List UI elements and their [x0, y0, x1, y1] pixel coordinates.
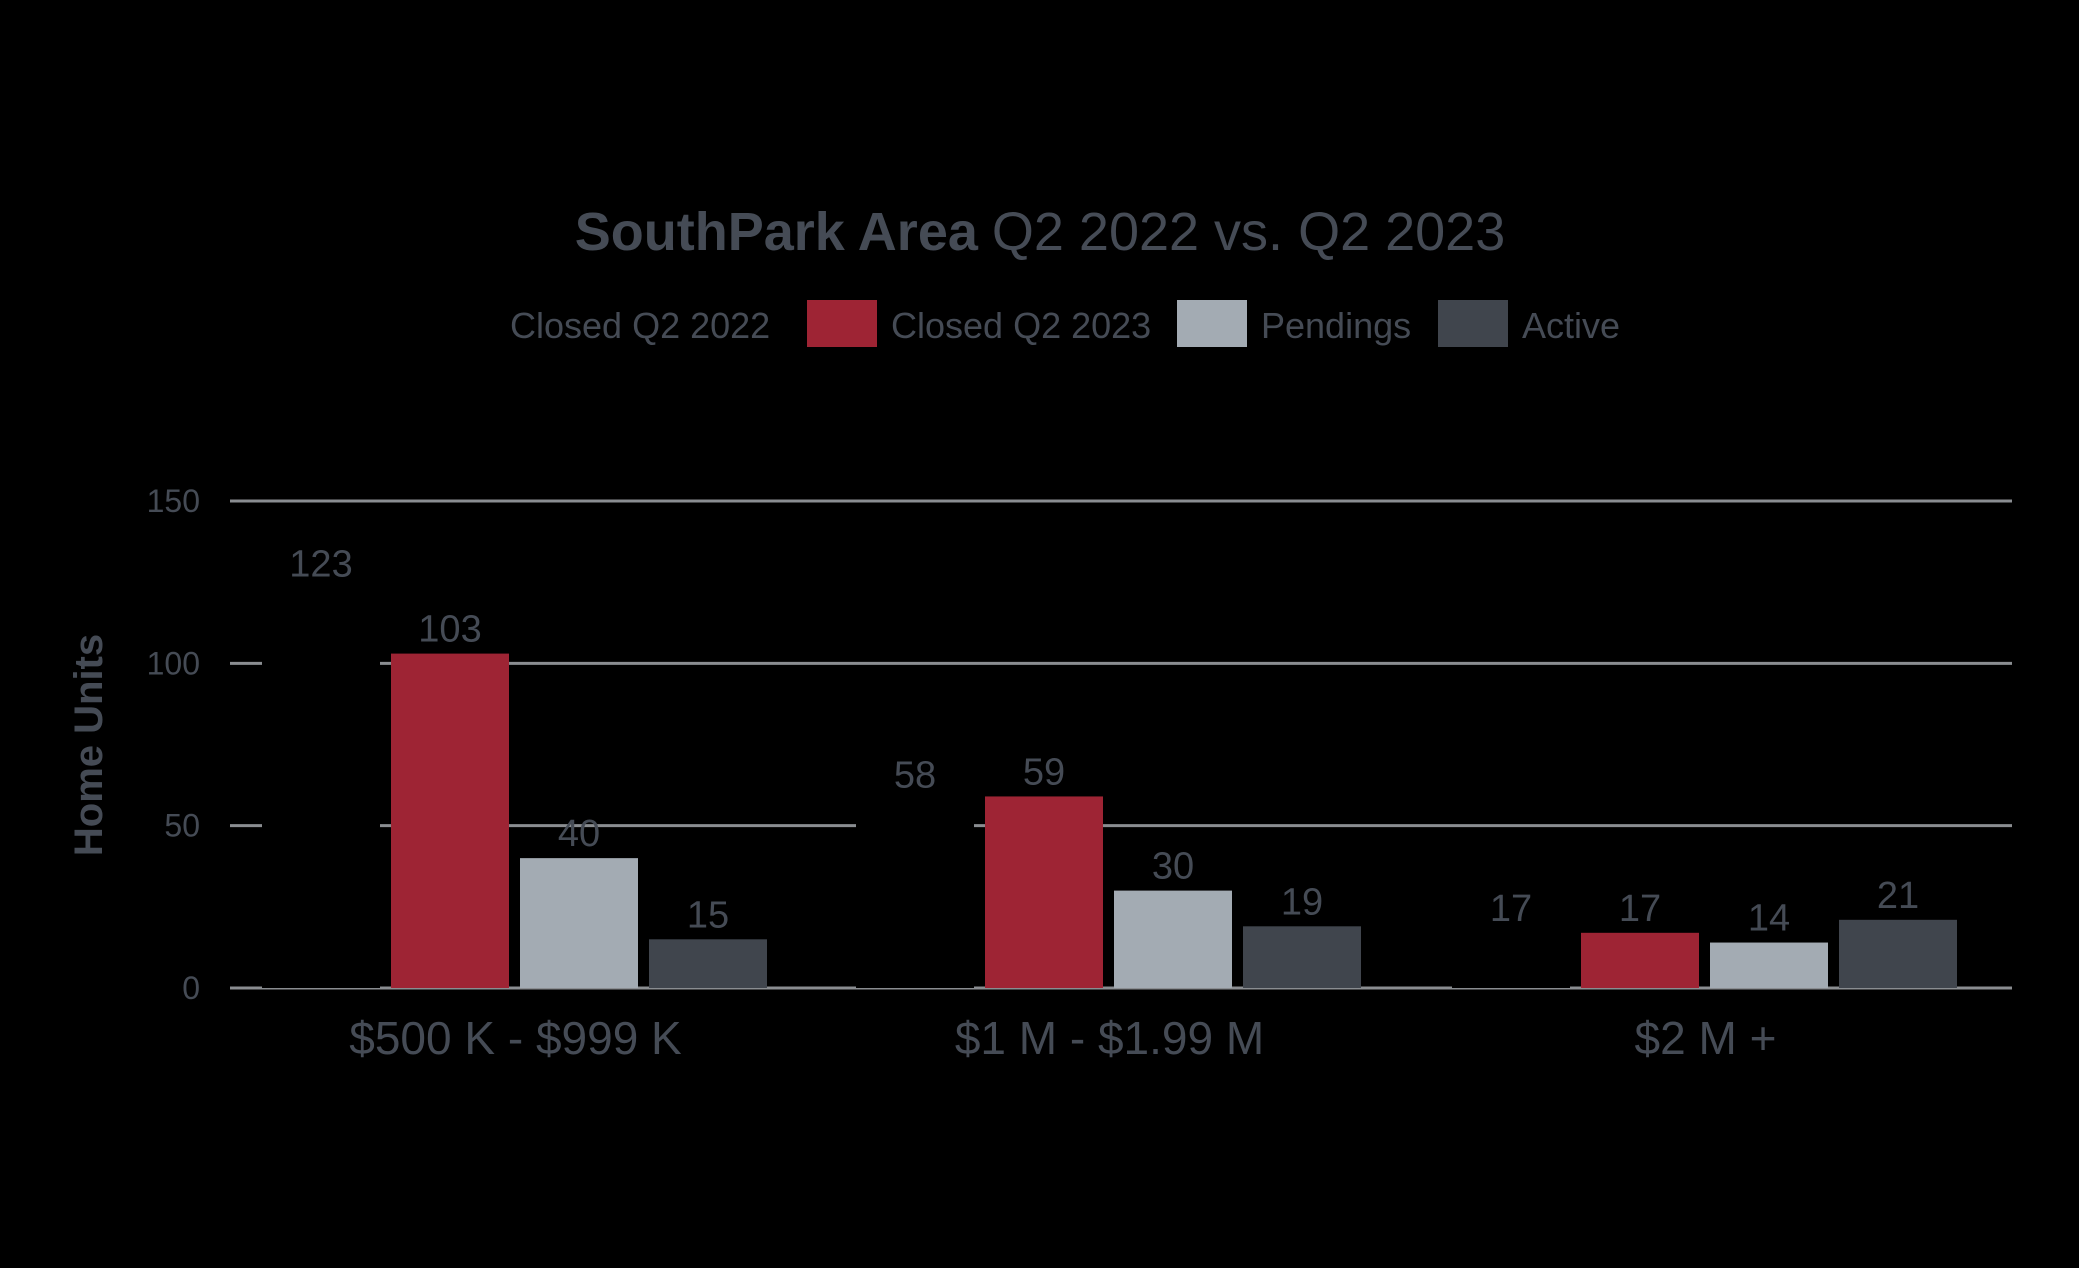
chart-title-bold: SouthPark Area — [575, 202, 979, 262]
y-tick-label-50: 50 — [164, 808, 200, 844]
category-labels: $500 K - $999 K $1 M - $1.99 M $2 M + — [349, 1012, 1776, 1064]
legend-swatch-2 — [1177, 300, 1247, 347]
data-label-3-2: 21 — [1877, 875, 1919, 917]
category-label-2: $2 M + — [1635, 1012, 1777, 1064]
category-label-1: $1 M - $1.99 M — [955, 1012, 1264, 1064]
category-label-0: $500 K - $999 K — [349, 1012, 682, 1064]
data-label-2-2: 14 — [1748, 898, 1790, 940]
data-label-0-0: 123 — [289, 544, 352, 586]
data-label-1-2: 17 — [1619, 888, 1661, 930]
data-label-0-1: 58 — [894, 755, 936, 797]
bar-3-1 — [1243, 926, 1361, 988]
data-label-0-2: 17 — [1490, 888, 1532, 930]
chart-title: SouthPark Area Q2 2022 vs. Q2 2023 — [575, 202, 1505, 262]
bars — [262, 588, 1957, 988]
bar-2-0 — [520, 858, 638, 988]
legend-swatch-3 — [1438, 300, 1508, 347]
bar-0-0 — [262, 588, 380, 988]
bar-2-2 — [1710, 942, 1828, 988]
bar-0-1 — [856, 799, 974, 988]
legend-swatch-1 — [807, 300, 877, 347]
data-label-3-1: 19 — [1281, 881, 1323, 923]
y-tick-label-150: 150 — [147, 483, 200, 519]
data-label-2-0: 40 — [558, 813, 600, 855]
bar-3-2 — [1839, 919, 1957, 988]
bar-0-2 — [1452, 932, 1570, 988]
data-label-1-0: 103 — [418, 609, 481, 651]
data-label-3-0: 15 — [687, 894, 729, 936]
legend-label-3: Active — [1522, 305, 1620, 346]
legend-label-1: Closed Q2 2023 — [891, 305, 1151, 346]
data-labels: 123 58 17 103 59 17 40 30 14 15 19 21 — [289, 544, 1919, 940]
y-tick-label-100: 100 — [147, 645, 200, 681]
bar-2-1 — [1114, 890, 1232, 988]
bar-3-0 — [649, 939, 767, 988]
data-label-2-1: 30 — [1152, 846, 1194, 888]
legend-label-0: Closed Q2 2022 — [510, 305, 770, 346]
bar-1-0 — [391, 653, 509, 988]
data-label-1-1: 59 — [1023, 751, 1065, 793]
chart-title-rest: Q2 2022 vs. Q2 2023 — [992, 202, 1505, 262]
y-axis-label: Home Units — [67, 634, 111, 856]
bar-1-1 — [985, 796, 1103, 988]
legend: Closed Q2 2022 Closed Q2 2023 Pendings Acti… — [510, 300, 1620, 347]
bar-1-2 — [1581, 932, 1699, 988]
y-tick-label-0: 0 — [182, 970, 200, 1006]
legend-label-2: Pendings — [1261, 305, 1411, 346]
y-axis-ticks: 0 50 100 150 — [147, 483, 200, 1006]
